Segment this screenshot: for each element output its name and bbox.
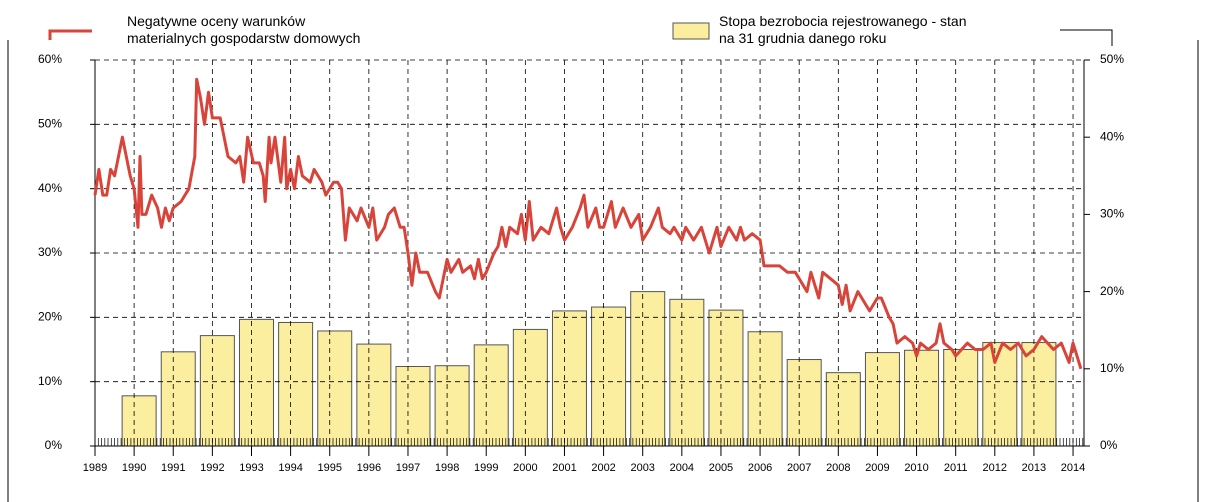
y-tick-label: 40%	[38, 181, 62, 195]
x-tick-label: 2009	[865, 462, 889, 474]
bar	[160, 351, 196, 447]
bar	[121, 395, 157, 447]
bar	[708, 309, 744, 447]
x-tick-label: 1998	[435, 462, 459, 474]
legend-line-swatch	[48, 29, 92, 40]
x-tick-label: 1994	[278, 462, 302, 474]
x-tick-label: 1992	[200, 462, 224, 474]
bar	[199, 335, 235, 447]
legend-bar-label: Stopa bezrobocia rejestrowanego - stan n…	[719, 13, 967, 46]
y-tick-label: 0%	[45, 438, 63, 452]
y-tick-label: 30%	[38, 245, 62, 259]
x-tick-label: 2004	[670, 462, 694, 474]
y-tick-label: 50%	[38, 117, 62, 131]
x-tick-label: 2007	[787, 462, 811, 474]
y-tick-label: 20%	[38, 310, 62, 324]
bar	[434, 365, 470, 447]
x-tick-label: 1990	[122, 462, 146, 474]
x-tick-label: 1989	[83, 462, 107, 474]
x-tick-label: 2008	[826, 462, 850, 474]
legend-bracket	[1060, 29, 1113, 46]
bar	[943, 349, 979, 447]
x-tick-label: 1997	[396, 462, 420, 474]
x-tick-label: 2005	[709, 462, 733, 474]
x-tick-label: 1995	[317, 462, 341, 474]
x-tick-label: 2000	[513, 462, 537, 474]
y2-tick-label: 0%	[1100, 438, 1118, 452]
bar	[864, 352, 900, 447]
bar	[317, 330, 353, 447]
bar	[630, 291, 666, 447]
y-tick-label: 60%	[38, 52, 62, 66]
bar	[669, 298, 705, 447]
bar	[395, 365, 431, 447]
x-tick-label: 1993	[239, 462, 263, 474]
bar	[238, 318, 274, 447]
x-tick-label: 2011	[944, 462, 968, 474]
x-tick-label: 2002	[591, 462, 615, 474]
y2-tick-label: 50%	[1100, 52, 1124, 66]
line-series	[93, 77, 1083, 370]
bar	[551, 310, 587, 447]
bar	[473, 344, 509, 447]
bar	[1021, 342, 1057, 447]
y2-tick-label: 30%	[1100, 207, 1124, 221]
y2-tick-label: 20%	[1100, 284, 1124, 298]
bar	[747, 331, 783, 447]
legend-bar-swatch	[672, 22, 710, 40]
x-tick-label: 2003	[630, 462, 654, 474]
bar	[982, 342, 1018, 447]
bar	[825, 372, 861, 447]
x-tick-label: 2010	[904, 462, 928, 474]
plot-frame	[94, 60, 1085, 447]
bar	[278, 321, 314, 447]
x-tick-label: 1999	[474, 462, 498, 474]
bar	[591, 306, 627, 447]
bar	[356, 343, 392, 447]
y2-tick-label: 10%	[1100, 361, 1124, 375]
x-tick-label: 2013	[1022, 462, 1046, 474]
bar	[786, 359, 822, 447]
x-tick-label: 2001	[552, 462, 576, 474]
x-tick-label: 1996	[357, 462, 381, 474]
x-tick-label: 2012	[983, 462, 1007, 474]
x-tick-label: 1991	[161, 462, 185, 474]
y2-tick-label: 40%	[1100, 129, 1124, 143]
bar	[512, 328, 548, 447]
y-tick-label: 10%	[38, 374, 62, 388]
bar	[904, 349, 940, 447]
x-tick-label: 2006	[748, 462, 772, 474]
legend-line-label: Negatywne oceny warunków materialnych go…	[127, 13, 361, 46]
x-tick-label: 2014	[1061, 462, 1085, 474]
